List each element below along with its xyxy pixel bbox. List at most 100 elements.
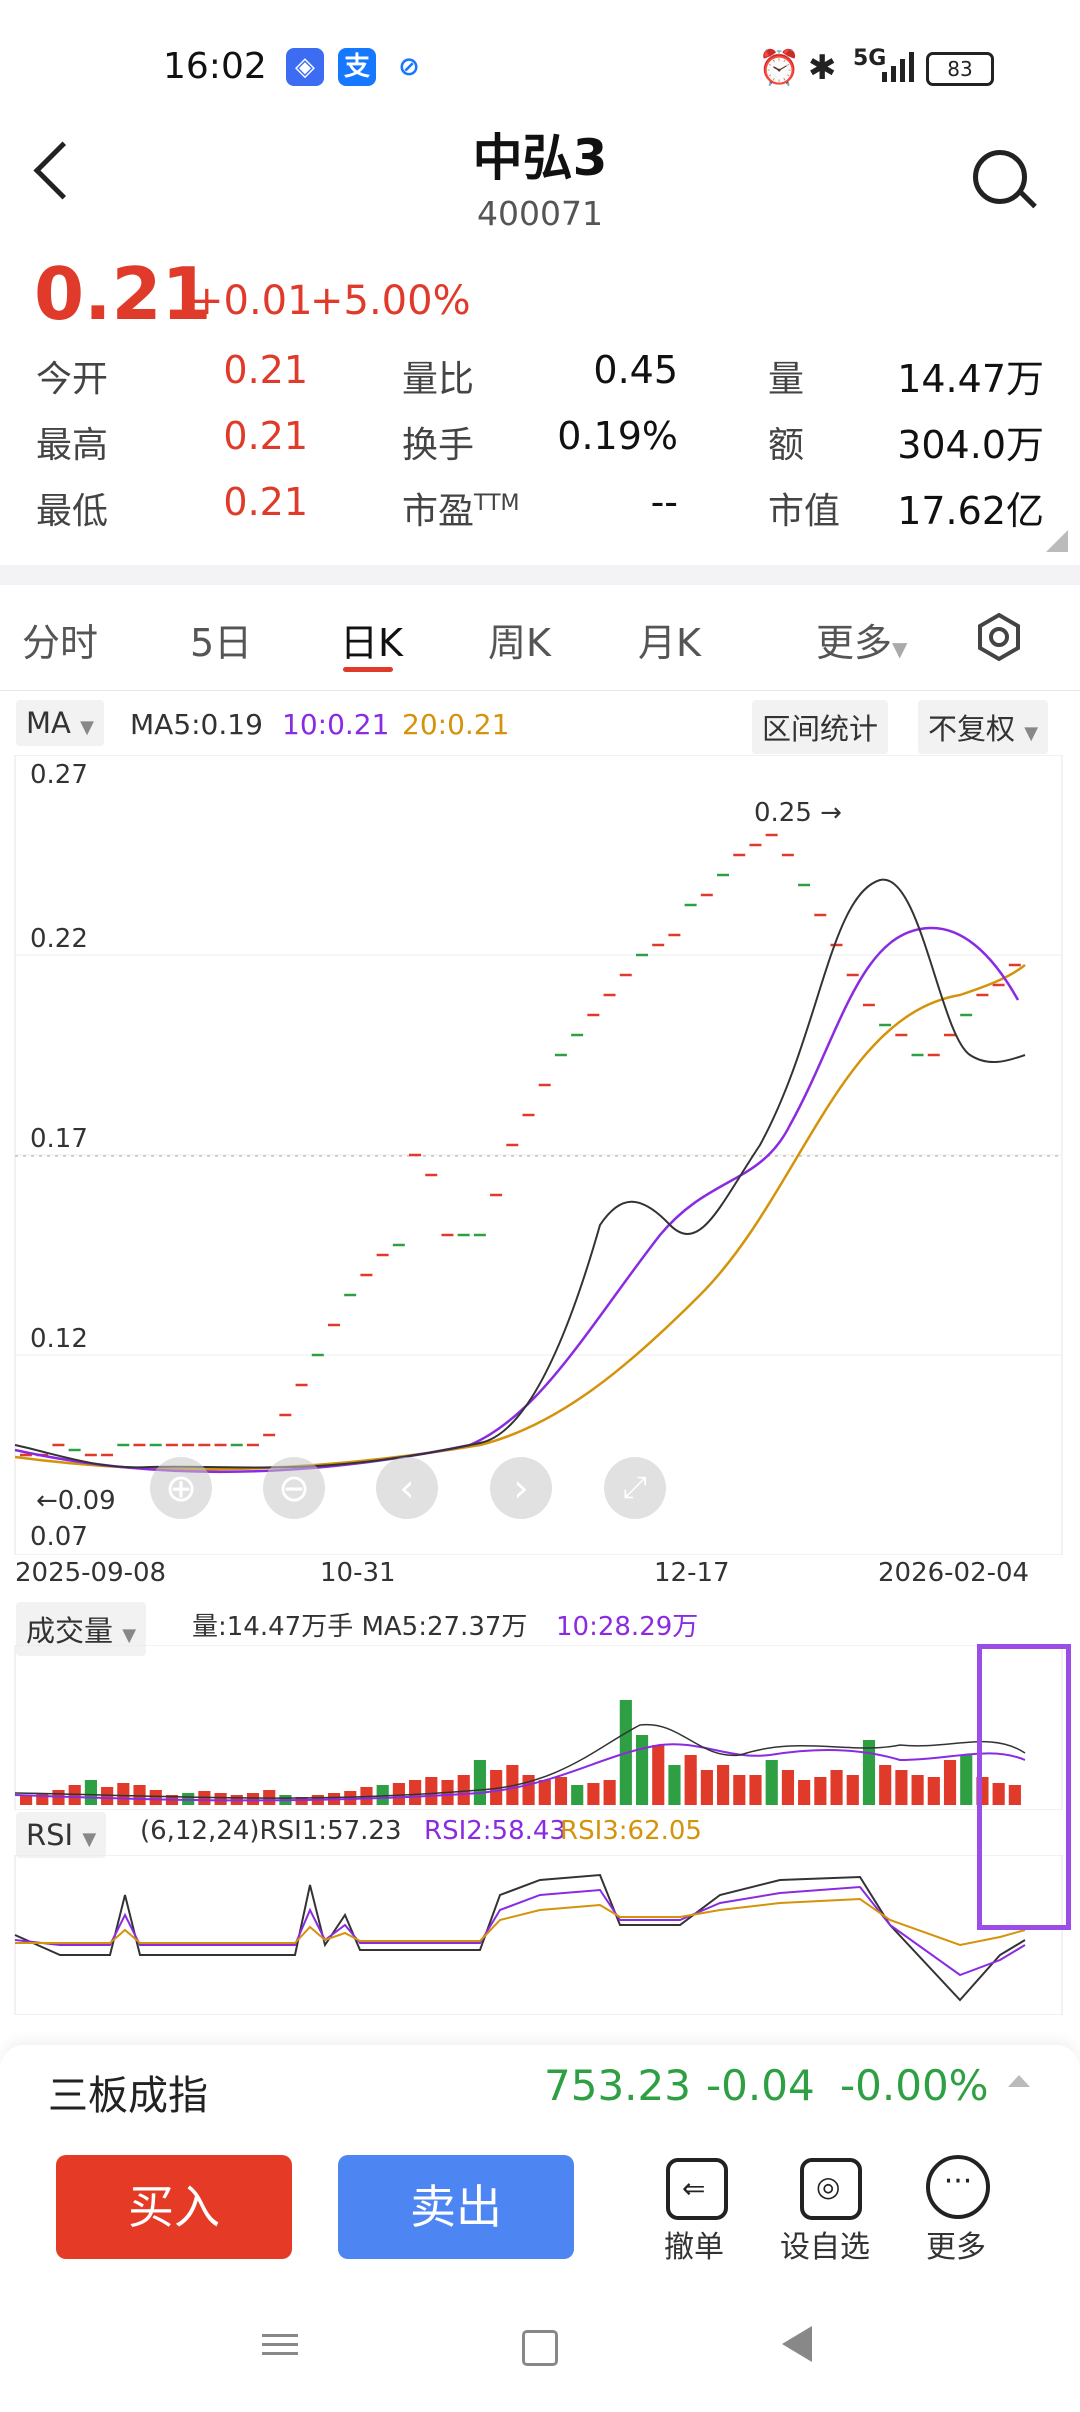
y-label-1: 0.22 <box>30 924 88 954</box>
adjust-label: 不复权 <box>928 712 1016 746</box>
pe-label-sup: TTM <box>474 491 520 516</box>
more-icon[interactable]: ··· <box>926 2155 990 2219</box>
ma10-legend: 10:0.21 <box>282 708 390 741</box>
price-change-pct: +5.00% <box>310 278 471 324</box>
quote-label-pe: 市盈TTM <box>402 482 520 534</box>
stock-name: 中弘3 <box>472 129 608 187</box>
volume-bar <box>846 1775 859 1805</box>
index-change: -0.04 <box>706 2061 815 2110</box>
volume-indicator-select[interactable]: 成交量 ▼ <box>16 1602 147 1656</box>
more-label[interactable]: 更多 <box>926 2230 986 2265</box>
tab-intraday[interactable]: 分时 <box>22 621 99 665</box>
quote-value-market-cap: 17.62亿 <box>897 489 1044 533</box>
quote-label-open: 今开 <box>36 359 109 400</box>
volume-bar <box>457 1775 470 1805</box>
ma20-line <box>14 964 1026 1471</box>
rsi-indicator-select[interactable]: RSI ▼ <box>16 1812 107 1858</box>
scroll-right-icon[interactable]: › <box>490 1457 552 1519</box>
quote-value-volume: 14.47万 <box>897 357 1044 401</box>
quote-label-high: 最高 <box>36 425 109 466</box>
volume-bar <box>635 1735 649 1805</box>
status-time: 16:02 <box>163 46 267 87</box>
cancel-order-label[interactable]: 撤单 <box>664 2230 724 2265</box>
tab-weekly-k[interactable]: 周K <box>488 621 551 665</box>
search-icon[interactable] <box>973 150 1027 204</box>
quote-value-low: 0.21 <box>223 480 308 524</box>
y-label-4: 0.07 <box>30 1522 88 1552</box>
tab-more[interactable]: 更多▼ <box>816 612 907 667</box>
quote-value-amount: 304.0万 <box>897 423 1044 467</box>
add-watchlist-icon[interactable]: ◎ <box>800 2158 862 2220</box>
volume-bar <box>895 1770 908 1805</box>
max-price-label: 0.25 <box>754 798 812 828</box>
expand-corner-icon[interactable] <box>1046 530 1068 552</box>
volume-bar <box>684 1755 697 1805</box>
rsi-chart[interactable] <box>0 1855 1080 2015</box>
quote-value-high: 0.21 <box>223 414 308 458</box>
tab-daily-k[interactable]: 日K <box>340 621 403 665</box>
y-label-2: 0.17 <box>30 1124 88 1154</box>
index-value: 753.23 <box>544 2061 691 2110</box>
volume-ma10-line <box>14 1743 1026 1802</box>
volume-bar <box>765 1760 778 1805</box>
chart-settings-icon[interactable] <box>974 612 1024 666</box>
volume-bar <box>344 1791 357 1805</box>
volume-bar <box>409 1780 422 1805</box>
status-bar: 16:02 ◈ 支 ⊘ ⏰ ✱ 5G 83 <box>0 0 1080 140</box>
zoom-in-icon[interactable]: ⊕ <box>150 1457 212 1519</box>
volume-chart[interactable] <box>0 1645 1080 1810</box>
volume-legend: 量:14.47万手 MA5:27.37万 <box>192 1612 528 1642</box>
tab-monthly-k[interactable]: 月K <box>638 621 701 665</box>
section-divider <box>0 565 1080 585</box>
volume-bar <box>587 1783 600 1805</box>
zoom-out-icon[interactable]: ⊖ <box>263 1457 325 1519</box>
scroll-left-icon[interactable]: ‹ <box>376 1457 438 1519</box>
sell-button[interactable]: 卖出 <box>338 2155 574 2259</box>
price-change: +0.01 <box>190 278 313 324</box>
max-price-marker: 0.25 → <box>754 798 842 828</box>
tab-5day[interactable]: 5日 <box>190 621 253 665</box>
volume-bar <box>117 1783 130 1805</box>
volume-bar <box>246 1793 260 1805</box>
volume-bar <box>830 1770 843 1805</box>
volume-bar <box>84 1780 97 1805</box>
min-price-marker: ←0.09 <box>36 1486 116 1516</box>
volume-bar <box>749 1775 762 1805</box>
quote-label-volume: 量 <box>768 359 805 400</box>
volume-indicator-label: 成交量 <box>26 1614 114 1648</box>
app-notification-icon: ⊘ <box>390 48 428 86</box>
y-label-0: 0.27 <box>30 760 88 790</box>
rsi-indicator-label: RSI <box>26 1818 74 1852</box>
kline-chart[interactable] <box>0 755 1080 1555</box>
nav-home-icon[interactable] <box>522 2330 558 2366</box>
nav-back-icon[interactable] <box>782 2326 812 2362</box>
volume-bar <box>781 1770 795 1805</box>
rsi3-legend: RSI3:62.05 <box>560 1816 702 1846</box>
ma-indicator-label: MA <box>26 706 71 740</box>
cancel-order-icon[interactable]: ⇐ <box>666 2158 728 2220</box>
volume-bar <box>538 1780 551 1805</box>
volume-bar <box>1008 1785 1021 1805</box>
adjust-select[interactable]: 不复权 ▼ <box>918 700 1049 754</box>
add-watchlist-label[interactable]: 设自选 <box>780 2230 870 2265</box>
index-ticker-bar[interactable]: 三板成指 753.23 -0.04 -0.00% <box>0 2045 1080 2135</box>
volume-bar <box>668 1765 681 1805</box>
rsi3-line <box>15 1897 1026 1947</box>
x-label-0: 2025-09-08 <box>15 1558 167 1588</box>
ma-indicator-select[interactable]: MA ▼ <box>16 700 104 746</box>
quote-label-turnover: 换手 <box>402 425 475 466</box>
volume-bar <box>214 1793 227 1805</box>
rsi1-line <box>14 1873 1026 2002</box>
volume-bar <box>36 1793 49 1805</box>
tab-more-caret-icon: ▼ <box>892 637 908 661</box>
quote-value-pe: -- <box>650 480 678 524</box>
volume-bar <box>554 1777 568 1805</box>
fullscreen-icon[interactable]: ⤢ <box>604 1457 666 1519</box>
battery-icon: 83 <box>926 52 994 86</box>
interval-stats-button[interactable]: 区间统计 <box>752 700 889 754</box>
signal-icon <box>882 52 914 82</box>
expand-up-icon[interactable] <box>1008 2075 1030 2087</box>
shield-app-icon: ◈ <box>286 48 324 86</box>
nav-menu-icon[interactable] <box>262 2328 298 2361</box>
buy-button[interactable]: 买入 <box>56 2155 292 2259</box>
